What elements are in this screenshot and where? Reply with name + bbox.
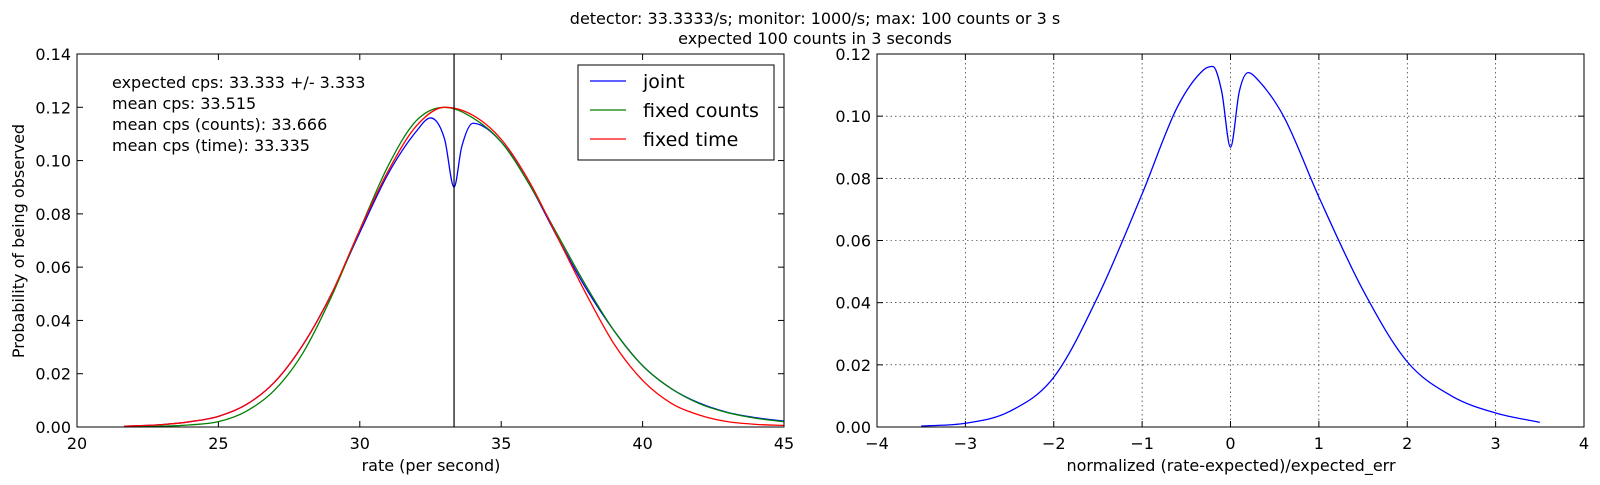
right-x-tick-label: 0: [1225, 434, 1235, 453]
right-y-tick-label: 0.10: [835, 107, 871, 126]
stats-annotation: expected cps: 33.333 +/- 3.333 mean cps:…: [112, 73, 365, 155]
right-x-tick-label: 3: [1491, 434, 1501, 453]
right-x-tick-label: −4: [865, 434, 889, 453]
suptitle-line2: expected 100 counts in 3 seconds: [678, 29, 952, 48]
left-chart: Probability of being observed rate (per …: [9, 45, 794, 475]
legend-label-fixed-counts: fixed counts: [643, 100, 759, 122]
left-y-axis-label: Probability of being observed: [9, 124, 28, 358]
right-x-axis-label: normalized (rate-expected)/expected_err: [1066, 456, 1395, 476]
left-y-tick-label: 0.08: [35, 205, 71, 224]
left-x-axis-label: rate (per second): [362, 456, 501, 475]
right-chart: normalized (rate-expected)/expected_err …: [835, 45, 1589, 476]
left-y-tick-label: 0.00: [35, 418, 71, 437]
right-series-1-line: [921, 65, 1540, 427]
right-x-tick-label: −2: [1042, 434, 1066, 453]
right-y-tick-label: 0.12: [835, 45, 871, 64]
left-plot-frame: [76, 53, 785, 428]
left-y-tick-label: 0.02: [35, 365, 71, 384]
legend-label-joint: joint: [642, 71, 685, 93]
right-series: [921, 65, 1540, 427]
left-x-tick-label: 30: [350, 434, 370, 453]
annotation-mean-cps-counts: mean cps (counts): 33.666: [112, 115, 327, 134]
legend-label-fixed-time: fixed time: [643, 129, 738, 151]
right-plot-frame: [876, 53, 1585, 428]
left-y-tick-label: 0.14: [35, 45, 71, 64]
right-x-tick-label: 4: [1579, 434, 1589, 453]
left-series-fixed-time-line: [124, 106, 785, 427]
suptitle-line1: detector: 33.3333/s; monitor: 1000/s; ma…: [570, 9, 1060, 28]
right-y-tick-label: 0.08: [835, 169, 871, 188]
left-y-tick-label: 0.10: [35, 152, 71, 171]
right-grid: [877, 54, 1584, 427]
right-x-tick-label: −1: [1130, 434, 1154, 453]
annotation-mean-cps-time: mean cps (time): 33.335: [112, 136, 310, 155]
left-y-tick-label: 0.06: [35, 258, 71, 277]
right-y-tick-label: 0.06: [835, 232, 871, 251]
right-y-tick-label: 0.00: [835, 418, 871, 437]
left-ticks: 20 25 30 35 40 45 0.00 0.02 0.04 0.06 0.08 0.10 0.12…: [35, 45, 794, 453]
right-x-tick-label: 2: [1402, 434, 1412, 453]
left-x-tick-label: 25: [208, 434, 228, 453]
right-x-tick-label: −3: [954, 434, 978, 453]
left-x-tick-label: 35: [491, 434, 511, 453]
left-series-fixed-counts-line: [124, 106, 785, 428]
annotation-expected-cps: expected cps: 33.333 +/- 3.333: [112, 73, 365, 92]
left-y-tick-label: 0.12: [35, 98, 71, 117]
annotation-mean-cps: mean cps: 33.515: [112, 94, 256, 113]
right-y-tick-label: 0.04: [835, 294, 871, 313]
left-y-tick-label: 0.04: [35, 311, 71, 330]
left-x-tick-label: 45: [774, 434, 794, 453]
legend: joint fixed counts fixed time: [577, 64, 775, 161]
right-y-tick-label: 0.02: [835, 356, 871, 375]
left-x-tick-label: 40: [632, 434, 652, 453]
left-x-tick-label: 20: [67, 434, 87, 453]
right-x-tick-label: 1: [1314, 434, 1324, 453]
left-series: [124, 54, 785, 428]
